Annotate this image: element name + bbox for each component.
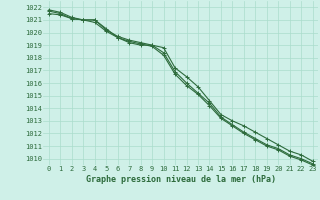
X-axis label: Graphe pression niveau de la mer (hPa): Graphe pression niveau de la mer (hPa)	[86, 175, 276, 184]
